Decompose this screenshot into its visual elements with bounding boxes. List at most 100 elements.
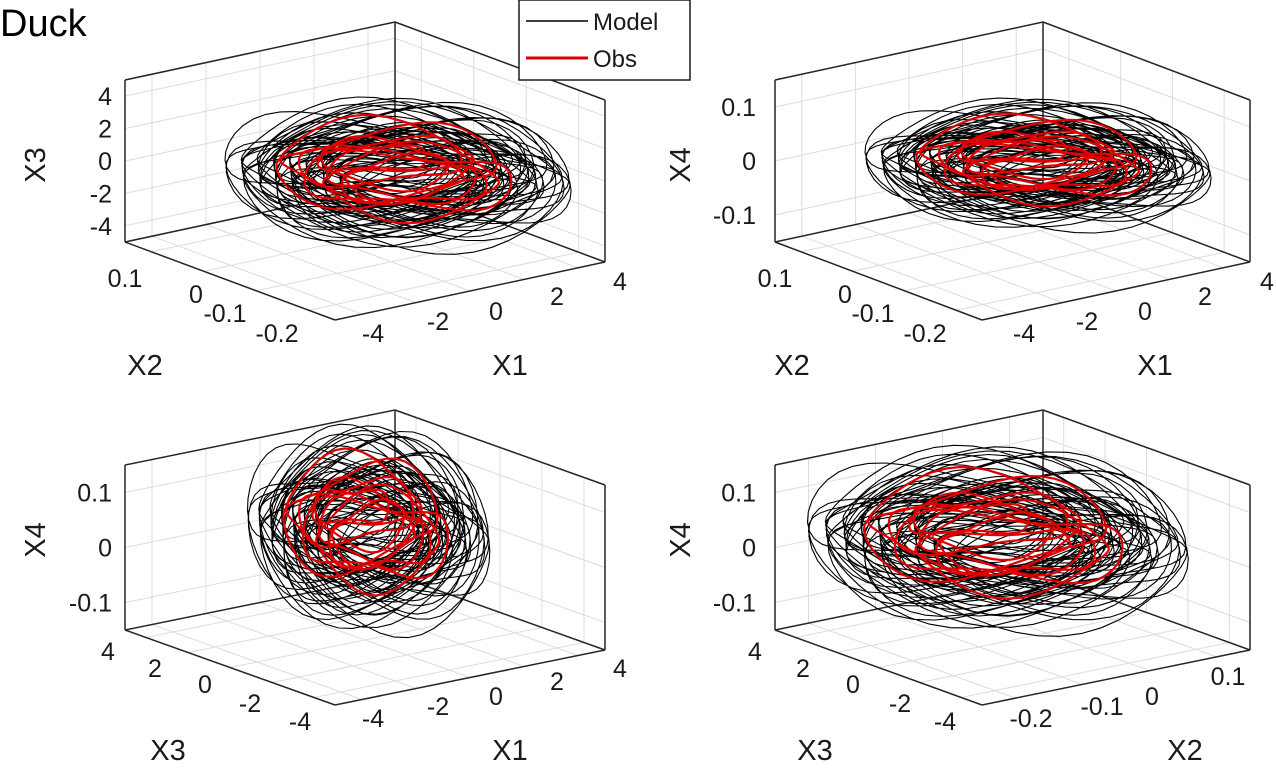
legend-obs-label: Obs xyxy=(593,46,637,73)
box-edge xyxy=(1042,409,1251,486)
y-tick-label: -0.1 xyxy=(851,300,894,328)
x-tick-label: 0 xyxy=(489,683,503,711)
y-tick-label: -2 xyxy=(889,690,911,718)
grid-line xyxy=(187,597,459,653)
z-tick-label: 0.1 xyxy=(721,94,756,122)
y-tick-label: -4 xyxy=(934,708,956,736)
z-tick-label: 0.1 xyxy=(721,480,756,508)
x-tick-label: 2 xyxy=(550,668,564,696)
x-tick-label: -0.2 xyxy=(1009,705,1052,733)
y-axis-label: X3 xyxy=(150,735,185,767)
x-tick-label: -4 xyxy=(362,320,384,348)
box-edge xyxy=(394,409,606,486)
x-axis-line xyxy=(334,649,606,706)
grid-line xyxy=(795,582,1064,638)
y-axis-label: X2 xyxy=(774,350,809,382)
y-axis-label: X3 xyxy=(797,735,832,767)
y-tick-label: 4 xyxy=(101,638,115,666)
z-tick-label: -0.1 xyxy=(69,590,112,618)
x-tick-label: 0 xyxy=(489,298,503,326)
series-obs-trajectory xyxy=(915,112,1153,208)
grid-line xyxy=(956,251,1225,311)
box-edge xyxy=(1042,21,1251,101)
y-axis-label: X2 xyxy=(127,350,162,382)
y-axis-line xyxy=(124,241,336,321)
panel-4: -0.1 0 0.1 -0.2 -0.1 0 0.1 4 2 0 -2 -4 X4 X2 X3 xyxy=(665,409,1251,767)
legend: Model Obs xyxy=(518,0,691,81)
z-tick-label: -0.1 xyxy=(713,202,756,230)
z-tick-label: 0.1 xyxy=(77,480,112,508)
box-edge xyxy=(394,21,606,101)
z-axis-label: X4 xyxy=(20,522,52,557)
grid-line xyxy=(313,642,585,698)
grid-line xyxy=(271,627,543,683)
x-tick-label: -2 xyxy=(427,693,449,721)
x-tick-label: 2 xyxy=(1198,283,1212,311)
z-tick-label: 0 xyxy=(98,148,112,176)
y-tick-label: -0.2 xyxy=(903,320,946,348)
y-tick-label: 0 xyxy=(838,281,852,309)
y-axis-line xyxy=(774,629,983,706)
y-tick-label: 2 xyxy=(796,655,810,683)
z-tick-label: -4 xyxy=(90,213,112,241)
z-axis-label: X4 xyxy=(665,522,697,557)
y-tick-label: 0 xyxy=(189,281,203,309)
y-tick-label: -2 xyxy=(239,690,261,718)
series-obs-trajectory xyxy=(282,447,450,597)
z-tick-label: 0 xyxy=(742,148,756,176)
series-obs-trajectory xyxy=(862,465,1124,600)
box-edge xyxy=(124,409,396,466)
y-tick-label: -0.2 xyxy=(255,320,298,348)
y-tick-label: 0 xyxy=(846,671,860,699)
legend-model-label: Model xyxy=(593,9,658,36)
x-tick-label: 4 xyxy=(1260,268,1274,296)
series-obs-trajectory xyxy=(275,113,513,225)
figure-title: Duck xyxy=(0,3,88,45)
y-tick-label: -4 xyxy=(289,708,311,736)
y-tick-label: 2 xyxy=(148,655,162,683)
x-tick-label: -0.1 xyxy=(1080,693,1123,721)
box-edge xyxy=(774,21,1044,81)
y-axis-line xyxy=(124,629,336,706)
x-axis-line xyxy=(981,649,1251,706)
x-tick-label: 2 xyxy=(550,283,564,311)
x-tick-label: 4 xyxy=(613,655,627,683)
grid-line xyxy=(151,235,363,315)
grid-line xyxy=(908,212,1117,292)
y-tick-label: 0 xyxy=(198,671,212,699)
z-tick-label: 2 xyxy=(98,116,112,144)
z-tick-label: 0 xyxy=(98,535,112,563)
grid-line xyxy=(205,224,417,304)
grid-line xyxy=(801,235,1009,315)
z-tick-label: -2 xyxy=(90,180,112,208)
y-tick-label: 0.1 xyxy=(108,265,143,293)
z-tick-label: 0 xyxy=(742,535,756,563)
x-tick-label: 0 xyxy=(1145,683,1159,711)
x-axis-label: X1 xyxy=(1137,350,1172,382)
box-edge xyxy=(124,21,396,81)
x-tick-label: 0.1 xyxy=(1211,663,1246,691)
x-tick-label: 0 xyxy=(1138,298,1152,326)
grid-line xyxy=(904,232,1173,292)
grid-line xyxy=(256,232,527,292)
y-tick-label: 0.1 xyxy=(758,265,793,293)
grid-line xyxy=(855,224,1063,304)
x-axis-label: X1 xyxy=(492,735,527,767)
x-tick-label: 4 xyxy=(613,268,627,296)
z-tick-label: 4 xyxy=(98,83,112,111)
grid-line xyxy=(878,612,1147,668)
y-tick-label: 4 xyxy=(748,638,762,666)
x-tick-label: -4 xyxy=(362,705,384,733)
x-axis-label: X2 xyxy=(1167,735,1202,767)
x-tick-label: -4 xyxy=(1013,320,1035,348)
x-tick-label: -2 xyxy=(1076,308,1098,336)
box-edge xyxy=(774,409,1044,466)
grid-line xyxy=(308,251,579,311)
x-axis-label: X1 xyxy=(492,350,527,382)
legend-box xyxy=(518,0,691,81)
x-tick-label: -2 xyxy=(427,308,449,336)
grid-line xyxy=(919,627,1189,683)
grid-line xyxy=(961,642,1230,698)
